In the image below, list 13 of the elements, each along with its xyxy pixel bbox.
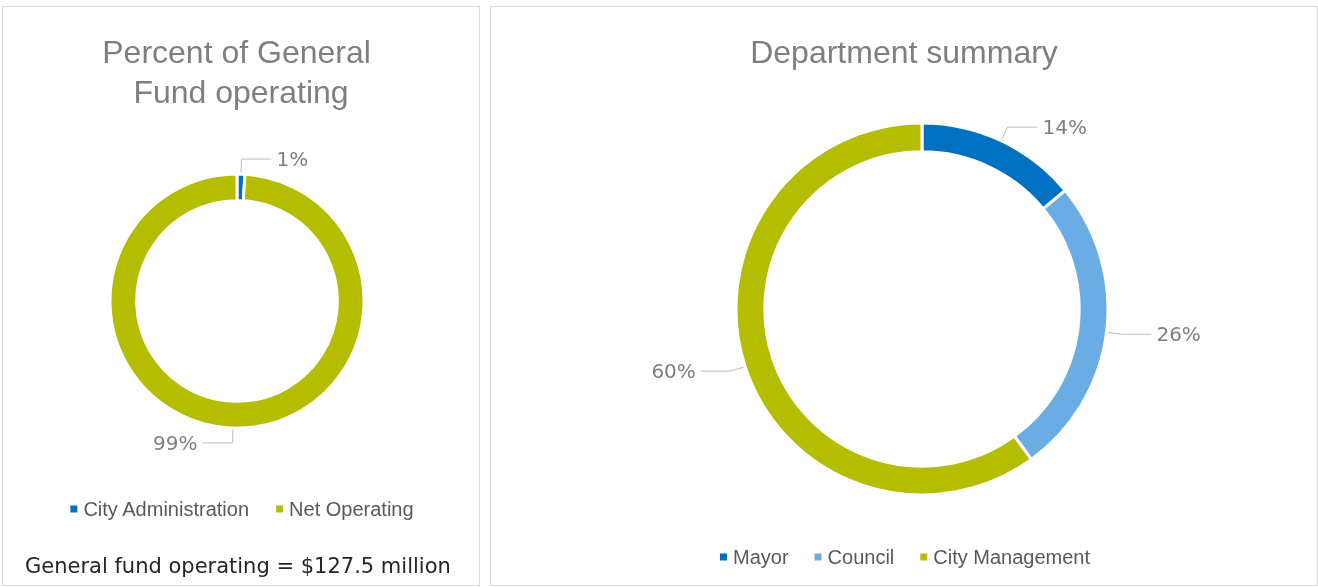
data-label: 99%: [153, 430, 198, 455]
legend-label: City Administration: [83, 498, 250, 520]
legend-label: Net Operating: [289, 498, 414, 520]
chart-title: Percent of General Fund operating: [102, 34, 380, 110]
data-label: 14%: [1042, 115, 1088, 140]
data-label: 26%: [1156, 322, 1201, 347]
chart-title: Department summary: [750, 34, 1058, 70]
legend-label: Mayor: [733, 546, 789, 568]
data-label: 1%: [276, 147, 309, 172]
legend-label: City Management: [933, 546, 1091, 568]
legend-label: Council: [827, 546, 895, 568]
text: General fund operating = $127.5 million: [25, 553, 451, 578]
data-label: 60%: [651, 359, 696, 384]
